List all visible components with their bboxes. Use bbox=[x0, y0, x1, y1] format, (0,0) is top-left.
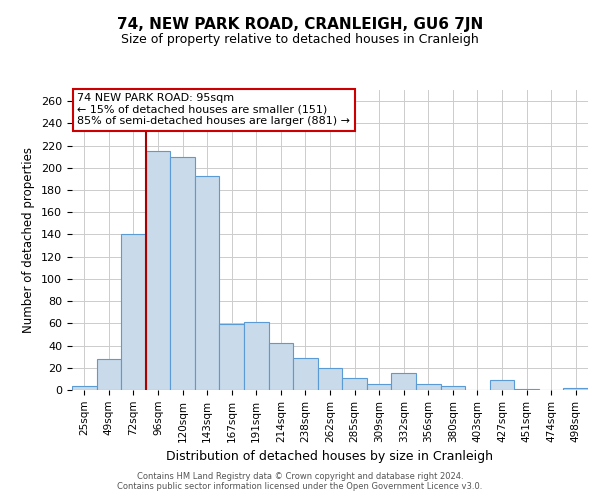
Bar bbox=[342, 378, 367, 390]
Text: Contains HM Land Registry data © Crown copyright and database right 2024.: Contains HM Land Registry data © Crown c… bbox=[137, 472, 463, 481]
Bar bbox=[170, 156, 195, 390]
Bar bbox=[220, 324, 244, 390]
Text: Contains public sector information licensed under the Open Government Licence v3: Contains public sector information licen… bbox=[118, 482, 482, 491]
Bar bbox=[563, 388, 588, 390]
Bar bbox=[318, 368, 342, 390]
Text: 74 NEW PARK ROAD: 95sqm
← 15% of detached houses are smaller (151)
85% of semi-d: 74 NEW PARK ROAD: 95sqm ← 15% of detache… bbox=[77, 93, 350, 126]
Bar bbox=[72, 386, 97, 390]
Bar bbox=[514, 389, 539, 390]
Bar bbox=[367, 384, 391, 390]
Bar bbox=[269, 344, 293, 390]
Bar bbox=[293, 358, 318, 390]
Text: Size of property relative to detached houses in Cranleigh: Size of property relative to detached ho… bbox=[121, 34, 479, 46]
Bar bbox=[490, 380, 514, 390]
Bar bbox=[97, 359, 121, 390]
Bar bbox=[440, 386, 465, 390]
Bar bbox=[416, 384, 440, 390]
X-axis label: Distribution of detached houses by size in Cranleigh: Distribution of detached houses by size … bbox=[167, 450, 493, 463]
Y-axis label: Number of detached properties: Number of detached properties bbox=[22, 147, 35, 333]
Bar bbox=[391, 374, 416, 390]
Bar bbox=[195, 176, 220, 390]
Bar bbox=[244, 322, 269, 390]
Bar bbox=[121, 234, 146, 390]
Text: 74, NEW PARK ROAD, CRANLEIGH, GU6 7JN: 74, NEW PARK ROAD, CRANLEIGH, GU6 7JN bbox=[117, 18, 483, 32]
Bar bbox=[146, 151, 170, 390]
